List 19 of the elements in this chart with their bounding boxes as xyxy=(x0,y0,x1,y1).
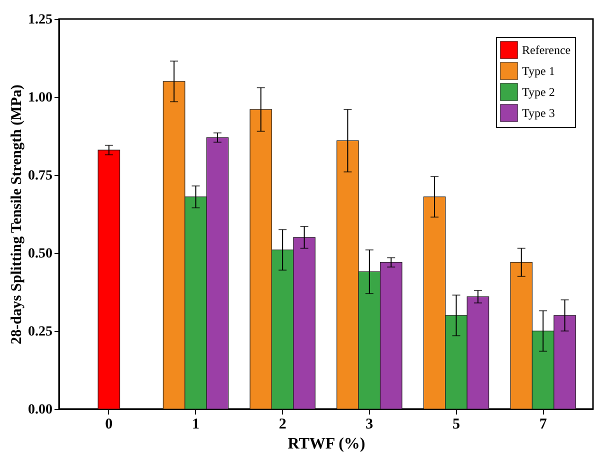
x-tick-label: 5 xyxy=(452,416,460,432)
legend-label: Type 3 xyxy=(522,106,555,120)
x-tick-label: 3 xyxy=(366,416,374,432)
y-tick-label: 0.00 xyxy=(28,402,52,418)
legend-label: Reference xyxy=(522,43,571,57)
y-tick-label: 0.50 xyxy=(28,246,52,262)
legend-label: Type 1 xyxy=(522,64,555,78)
x-tick-label: 2 xyxy=(278,416,286,432)
x-tick-label: 7 xyxy=(539,416,548,432)
legend-label: Type 2 xyxy=(522,85,555,99)
bar xyxy=(98,150,120,410)
y-tick-label: 1.25 xyxy=(28,12,52,28)
x-tick-label: 1 xyxy=(192,416,200,432)
x-tick-label: 0 xyxy=(105,416,113,432)
y-tick-label: 1.00 xyxy=(28,90,52,106)
x-axis-title: RTWF (%) xyxy=(288,436,366,452)
y-tick-label: 0.25 xyxy=(28,324,52,340)
y-tick-label: 0.75 xyxy=(28,168,52,184)
y-axis-title: 28-days Splitting Tensile Strength (MPa) xyxy=(9,84,25,344)
